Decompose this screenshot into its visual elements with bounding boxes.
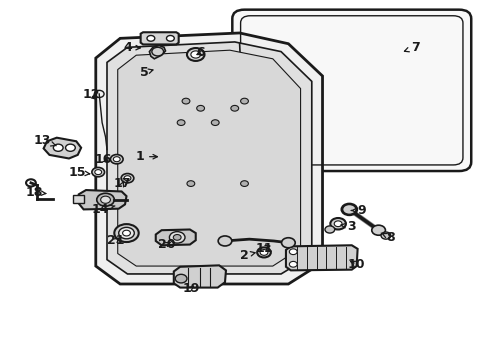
Circle shape bbox=[342, 204, 355, 215]
Text: 1: 1 bbox=[135, 150, 157, 163]
Circle shape bbox=[92, 167, 104, 177]
Circle shape bbox=[341, 204, 356, 215]
Circle shape bbox=[119, 227, 134, 239]
Circle shape bbox=[240, 98, 248, 104]
Circle shape bbox=[95, 170, 102, 175]
Text: 17: 17 bbox=[114, 177, 131, 190]
Circle shape bbox=[240, 181, 248, 186]
Polygon shape bbox=[73, 195, 83, 203]
Text: 12: 12 bbox=[82, 88, 100, 101]
Circle shape bbox=[177, 120, 184, 126]
Circle shape bbox=[97, 193, 114, 206]
Text: 14: 14 bbox=[92, 203, 115, 216]
Text: 2: 2 bbox=[240, 249, 255, 262]
Text: 5: 5 bbox=[140, 66, 153, 79]
Polygon shape bbox=[118, 50, 300, 266]
Polygon shape bbox=[96, 33, 322, 284]
Circle shape bbox=[380, 232, 390, 239]
Text: 20: 20 bbox=[158, 238, 175, 251]
Text: 19: 19 bbox=[182, 282, 199, 295]
Text: 7: 7 bbox=[404, 41, 419, 54]
Circle shape bbox=[152, 47, 163, 56]
Circle shape bbox=[147, 36, 155, 41]
Text: 21: 21 bbox=[106, 234, 124, 247]
Circle shape bbox=[281, 238, 295, 248]
Text: 4: 4 bbox=[123, 41, 140, 54]
Circle shape bbox=[186, 48, 204, 61]
Circle shape bbox=[325, 226, 334, 233]
Text: 6: 6 bbox=[196, 46, 204, 59]
Circle shape bbox=[260, 249, 267, 255]
Circle shape bbox=[122, 230, 130, 236]
Text: 16: 16 bbox=[94, 153, 112, 166]
Circle shape bbox=[110, 154, 123, 164]
Circle shape bbox=[65, 144, 75, 151]
Polygon shape bbox=[156, 229, 195, 245]
Text: 11: 11 bbox=[255, 242, 272, 255]
Text: 10: 10 bbox=[347, 258, 365, 271]
Circle shape bbox=[230, 105, 238, 111]
Circle shape bbox=[114, 224, 139, 242]
Polygon shape bbox=[141, 32, 178, 44]
Circle shape bbox=[371, 225, 385, 235]
Circle shape bbox=[175, 274, 186, 283]
Circle shape bbox=[190, 51, 200, 58]
Circle shape bbox=[101, 196, 110, 203]
Circle shape bbox=[186, 181, 194, 186]
Circle shape bbox=[124, 176, 131, 181]
Circle shape bbox=[330, 218, 345, 229]
Polygon shape bbox=[107, 42, 311, 274]
Polygon shape bbox=[149, 45, 165, 59]
Circle shape bbox=[345, 207, 352, 212]
Circle shape bbox=[218, 236, 231, 246]
Circle shape bbox=[333, 221, 341, 226]
Circle shape bbox=[173, 234, 181, 240]
Circle shape bbox=[166, 36, 174, 41]
Circle shape bbox=[196, 105, 204, 111]
Circle shape bbox=[211, 120, 219, 126]
Polygon shape bbox=[43, 138, 81, 158]
Polygon shape bbox=[285, 245, 357, 270]
FancyBboxPatch shape bbox=[232, 10, 470, 171]
Text: 18: 18 bbox=[25, 186, 46, 199]
Circle shape bbox=[257, 247, 270, 257]
Circle shape bbox=[121, 174, 134, 183]
Circle shape bbox=[289, 261, 297, 267]
Polygon shape bbox=[173, 265, 225, 288]
Circle shape bbox=[289, 249, 297, 255]
Text: 15: 15 bbox=[69, 166, 90, 179]
Circle shape bbox=[182, 98, 189, 104]
Text: 13: 13 bbox=[33, 134, 56, 147]
Circle shape bbox=[169, 231, 184, 243]
Text: 9: 9 bbox=[351, 204, 365, 217]
Circle shape bbox=[113, 157, 120, 162]
Polygon shape bbox=[78, 190, 126, 210]
Text: 8: 8 bbox=[380, 231, 394, 244]
Text: 3: 3 bbox=[340, 220, 355, 233]
Circle shape bbox=[53, 144, 63, 151]
